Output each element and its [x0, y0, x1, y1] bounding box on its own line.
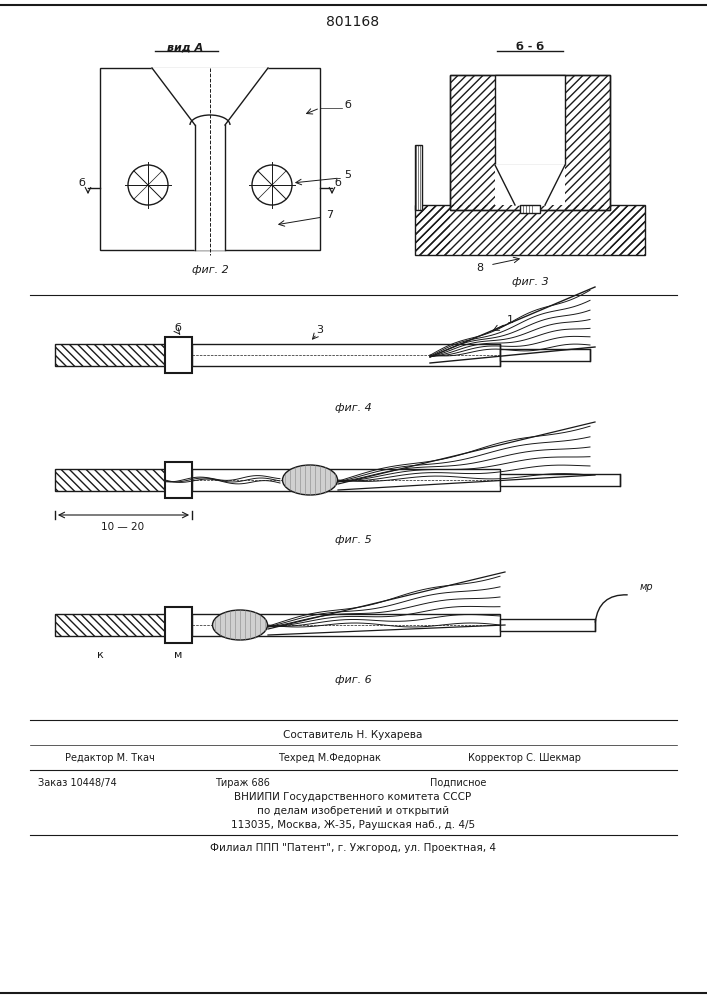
Text: вид А: вид А — [167, 42, 203, 52]
Text: фиг. 5: фиг. 5 — [334, 535, 371, 545]
Text: Филиал ППП "Патент", г. Ужгород, ул. Проектная, 4: Филиал ППП "Патент", г. Ужгород, ул. Про… — [210, 843, 496, 853]
Ellipse shape — [283, 465, 337, 495]
Text: 1: 1 — [506, 315, 513, 325]
Text: фиг. 3: фиг. 3 — [512, 277, 549, 287]
Bar — [415, 205, 450, 255]
Bar — [55, 344, 165, 366]
Text: фиг. 6: фиг. 6 — [334, 675, 371, 685]
Text: по делам изобретений и открытий: по делам изобретений и открытий — [257, 806, 449, 816]
Bar — [415, 205, 645, 255]
Bar — [500, 349, 590, 361]
Bar — [415, 205, 645, 255]
Text: к: к — [97, 650, 103, 660]
Bar — [610, 205, 645, 255]
Ellipse shape — [213, 610, 267, 640]
Bar — [165, 462, 192, 498]
Text: 113035, Москва, Ж-35, Раушская наб., д. 4/5: 113035, Москва, Ж-35, Раушская наб., д. … — [231, 820, 475, 830]
Text: б: б — [334, 178, 341, 188]
Bar — [100, 68, 320, 250]
Bar — [500, 619, 595, 631]
Text: 8: 8 — [477, 263, 484, 273]
Text: фиг. 4: фиг. 4 — [334, 403, 371, 413]
Text: Составитель Н. Кухарева: Составитель Н. Кухарева — [284, 730, 423, 740]
Bar — [415, 145, 422, 210]
Text: фиг. 2: фиг. 2 — [192, 265, 228, 275]
Text: б - б: б - б — [516, 42, 544, 52]
Bar — [520, 205, 540, 213]
Text: ВНИИПИ Государственного комитета СССР: ВНИИПИ Государственного комитета СССР — [235, 792, 472, 802]
Text: Тираж 686: Тираж 686 — [215, 778, 270, 788]
Bar — [55, 614, 165, 636]
Text: мр: мр — [640, 582, 654, 592]
Text: 5: 5 — [344, 170, 351, 180]
Text: 10 — 20: 10 — 20 — [101, 522, 144, 532]
Text: Подписное: Подписное — [430, 778, 486, 788]
Bar — [55, 469, 165, 491]
Text: б: б — [175, 323, 182, 333]
Bar — [192, 469, 500, 491]
Text: б: б — [344, 100, 351, 110]
Bar — [192, 344, 500, 366]
Bar — [55, 344, 165, 366]
Bar — [192, 614, 500, 636]
Text: 801168: 801168 — [327, 15, 380, 29]
Bar — [165, 607, 192, 643]
Bar — [495, 75, 565, 165]
Text: Техред М.Федорнак: Техред М.Федорнак — [278, 753, 381, 763]
Bar — [55, 469, 165, 491]
Text: б: б — [78, 178, 86, 188]
Polygon shape — [495, 165, 565, 205]
Bar — [450, 75, 610, 210]
Text: 3: 3 — [317, 325, 324, 335]
Polygon shape — [152, 68, 268, 250]
Text: Редактор М. Ткач: Редактор М. Ткач — [65, 753, 155, 763]
Bar — [55, 614, 165, 636]
Text: 7: 7 — [327, 210, 334, 220]
Bar — [450, 75, 610, 210]
Bar — [165, 337, 192, 373]
Text: м: м — [174, 650, 182, 660]
Bar — [450, 75, 495, 210]
Bar — [565, 75, 610, 210]
Text: Корректор С. Шекмар: Корректор С. Шекмар — [468, 753, 581, 763]
Bar — [500, 474, 620, 486]
Text: Заказ 10448/74: Заказ 10448/74 — [38, 778, 117, 788]
